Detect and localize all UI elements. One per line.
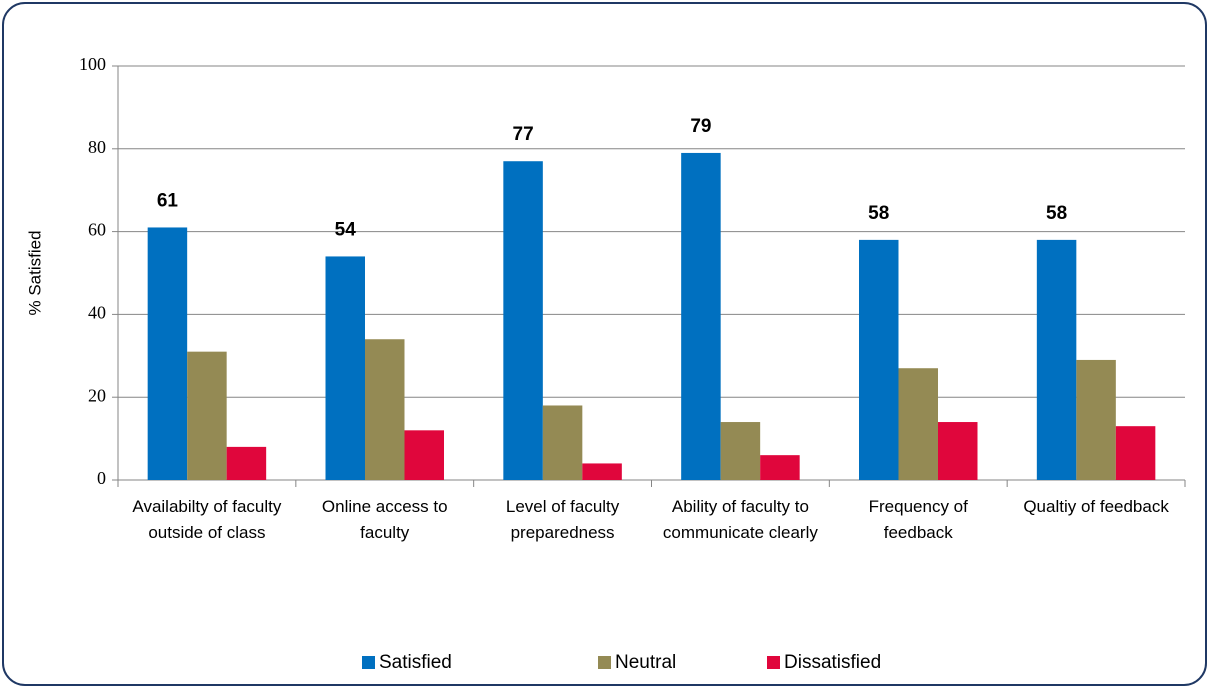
bar xyxy=(325,256,365,480)
bar xyxy=(938,422,978,480)
bar xyxy=(226,446,267,480)
bar xyxy=(1115,426,1156,480)
x-tick-label: Level of faculty preparedness xyxy=(505,497,620,542)
y-axis-label: % Satisfied xyxy=(25,230,44,315)
bar xyxy=(365,339,405,480)
bar xyxy=(1076,359,1116,480)
y-tick-label: 60 xyxy=(88,220,106,240)
y-tick-label: 0 xyxy=(97,468,106,488)
bar xyxy=(147,227,188,480)
bar xyxy=(404,430,444,480)
bar xyxy=(898,368,938,480)
data-label: 58 xyxy=(1046,203,1067,224)
legend-swatch xyxy=(767,656,780,669)
data-label: 77 xyxy=(513,124,534,145)
x-tick-label: Availabilty of faculty outside of class xyxy=(132,497,282,542)
y-tick-label: 80 xyxy=(88,137,106,157)
legend-swatch xyxy=(362,656,375,669)
bar xyxy=(720,422,761,480)
x-tick-label: Online access to faculty xyxy=(321,497,448,542)
y-tick-label: 100 xyxy=(79,54,106,74)
bar xyxy=(760,455,800,480)
legend-label: Neutral xyxy=(615,652,676,673)
data-label: 58 xyxy=(868,203,889,224)
legend-label: Dissatisfied xyxy=(784,652,881,673)
bar xyxy=(542,405,583,480)
x-tick-label: Ability of faculty to communicate clearl… xyxy=(662,497,818,542)
bar xyxy=(187,351,227,480)
y-tick-label: 20 xyxy=(88,385,106,405)
bar xyxy=(1036,239,1077,480)
bar xyxy=(859,239,899,480)
data-label: 79 xyxy=(690,116,711,137)
bar xyxy=(681,152,721,480)
bar xyxy=(582,463,622,480)
bar xyxy=(503,161,543,480)
data-label: 54 xyxy=(335,219,357,240)
x-tick-label: Frequency of feedback xyxy=(868,497,968,542)
x-tick-label: Qualtiy of feedback xyxy=(1023,497,1169,516)
data-label: 61 xyxy=(157,190,179,211)
legend-swatch xyxy=(598,656,611,669)
legend-label: Satisfied xyxy=(379,652,452,673)
y-tick-label: 40 xyxy=(88,303,106,323)
